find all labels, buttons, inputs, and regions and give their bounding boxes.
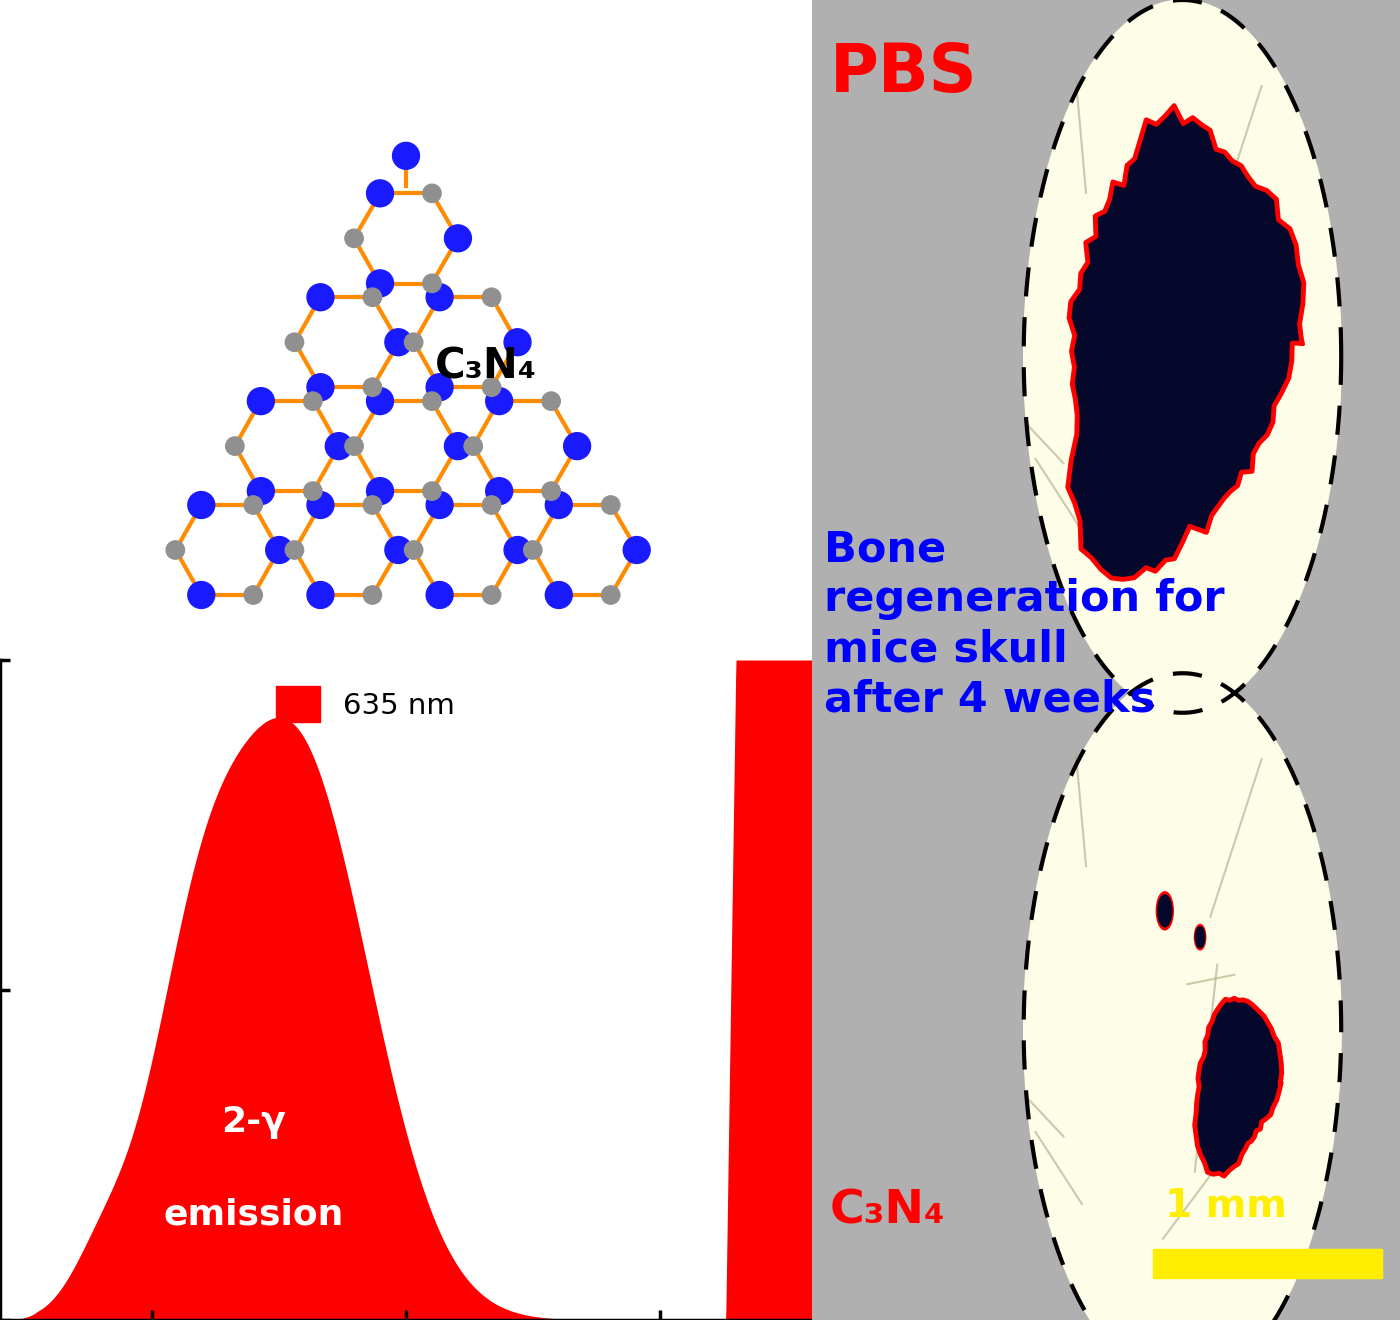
Circle shape xyxy=(307,374,333,401)
Circle shape xyxy=(405,541,423,560)
Circle shape xyxy=(188,582,214,609)
Polygon shape xyxy=(1194,998,1282,1176)
Circle shape xyxy=(602,496,620,515)
Circle shape xyxy=(244,586,262,605)
Circle shape xyxy=(483,496,501,515)
Text: PBS: PBS xyxy=(830,40,977,106)
Circle shape xyxy=(423,275,441,293)
Circle shape xyxy=(426,374,454,401)
Circle shape xyxy=(367,478,393,504)
Circle shape xyxy=(325,433,353,459)
Circle shape xyxy=(225,437,244,455)
Circle shape xyxy=(426,491,454,519)
Circle shape xyxy=(363,288,382,306)
Circle shape xyxy=(504,329,531,355)
Circle shape xyxy=(385,536,412,564)
Circle shape xyxy=(248,388,274,414)
Circle shape xyxy=(1158,895,1172,927)
Circle shape xyxy=(542,482,560,500)
Circle shape xyxy=(423,185,441,202)
Circle shape xyxy=(623,536,650,564)
Circle shape xyxy=(1196,927,1205,948)
Circle shape xyxy=(524,541,542,560)
Circle shape xyxy=(463,437,483,455)
Circle shape xyxy=(367,180,393,207)
Circle shape xyxy=(1023,0,1341,713)
Circle shape xyxy=(167,541,185,560)
Circle shape xyxy=(385,329,412,355)
Circle shape xyxy=(423,392,441,411)
Text: excitation: excitation xyxy=(830,941,858,1105)
Circle shape xyxy=(486,388,512,414)
Circle shape xyxy=(188,491,214,519)
Text: 1 mm: 1 mm xyxy=(1165,1187,1287,1225)
Circle shape xyxy=(1194,924,1205,950)
Circle shape xyxy=(546,582,573,609)
Circle shape xyxy=(426,284,454,310)
Circle shape xyxy=(266,536,293,564)
Circle shape xyxy=(444,224,472,252)
Bar xyxy=(1154,1249,1382,1278)
Circle shape xyxy=(363,496,382,515)
Circle shape xyxy=(286,333,304,351)
Legend: 635 nm: 635 nm xyxy=(265,675,466,734)
Circle shape xyxy=(363,586,382,605)
Circle shape xyxy=(444,433,472,459)
Circle shape xyxy=(426,582,454,609)
Circle shape xyxy=(542,392,560,411)
Circle shape xyxy=(1156,892,1173,929)
Circle shape xyxy=(564,433,591,459)
Circle shape xyxy=(602,586,620,605)
Text: 2-γ: 2-γ xyxy=(221,1105,286,1139)
Text: Bone
regeneration for
mice skull
after 4 weeks: Bone regeneration for mice skull after 4… xyxy=(823,528,1225,721)
Circle shape xyxy=(546,491,573,519)
Polygon shape xyxy=(1068,106,1303,579)
Circle shape xyxy=(483,378,501,396)
Circle shape xyxy=(344,437,363,455)
Circle shape xyxy=(307,582,333,609)
Circle shape xyxy=(504,536,531,564)
Text: emission: emission xyxy=(164,1197,344,1232)
Circle shape xyxy=(367,388,393,414)
Circle shape xyxy=(367,269,393,297)
Circle shape xyxy=(483,288,501,306)
Circle shape xyxy=(307,284,333,310)
Circle shape xyxy=(486,478,512,504)
Circle shape xyxy=(304,482,322,500)
Circle shape xyxy=(405,333,423,351)
Text: C₃N₄: C₃N₄ xyxy=(830,1188,945,1233)
Circle shape xyxy=(344,230,363,248)
Circle shape xyxy=(423,482,441,500)
Circle shape xyxy=(244,496,262,515)
Circle shape xyxy=(1023,673,1341,1320)
Circle shape xyxy=(248,478,274,504)
Circle shape xyxy=(483,586,501,605)
Circle shape xyxy=(286,541,304,560)
Circle shape xyxy=(392,143,420,169)
Circle shape xyxy=(363,378,382,396)
Circle shape xyxy=(304,392,322,411)
Circle shape xyxy=(307,491,333,519)
Text: C₃N₄: C₃N₄ xyxy=(434,346,536,388)
